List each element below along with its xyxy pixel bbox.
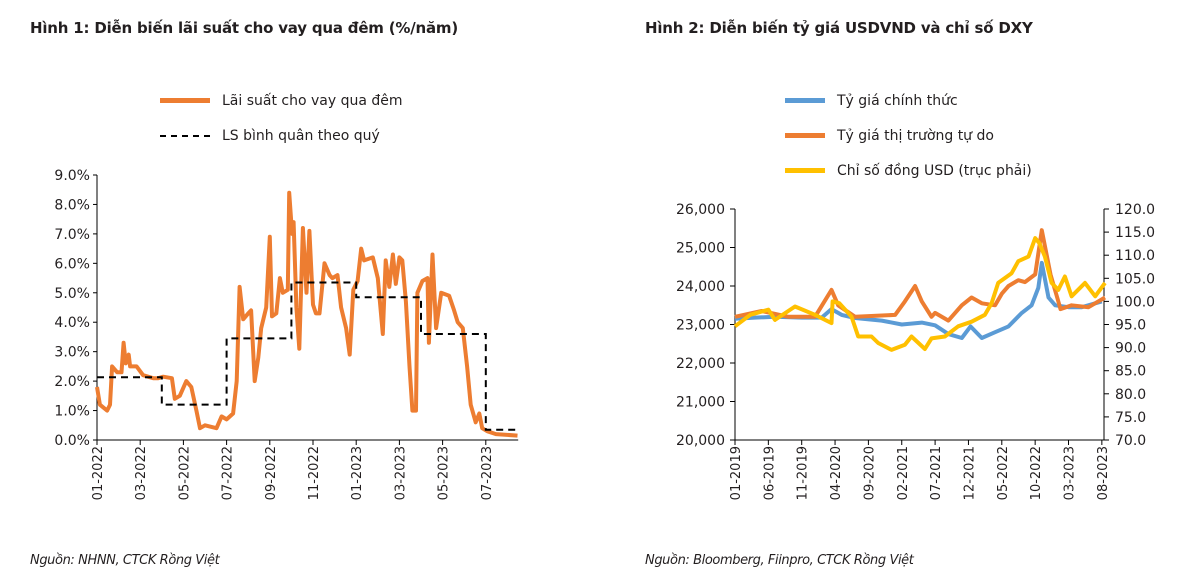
- y-tick-label: 4.0%: [54, 315, 90, 331]
- chart-overnight-rate: 0.0% 1.0% 2.0% 3.0% 4.0% 5.0% 6.0% 7.0% 8.0% 9.0%…: [54, 168, 519, 500]
- x-tick-label: 07-2021: [929, 446, 944, 500]
- x-tick-label: 05-2022: [996, 446, 1011, 500]
- y-tick-label-left: 26,000: [676, 202, 725, 218]
- x-tick-label: 06-2019: [762, 446, 777, 500]
- x-tick-label: 05-2022: [177, 446, 192, 500]
- legend-label: Tỷ giá chính thức: [837, 92, 958, 109]
- legend-label: LS bình quân theo quý: [222, 127, 380, 144]
- x-tick-label: 01-2022: [91, 446, 106, 500]
- y-tick-label: 3.0%: [54, 345, 90, 361]
- y-tick-label-left: 20,000: [676, 433, 725, 449]
- x-tick-label: 09-2022: [264, 446, 279, 500]
- figure2-source: Nguồn: Bloomberg, Fiinpro, CTCK Rồng Việ…: [645, 553, 914, 568]
- x-tick-label: 07-2023: [480, 446, 495, 500]
- y-tick-label-left: 24,000: [676, 279, 725, 295]
- x-tick-label: 03-2023: [393, 446, 408, 500]
- legend-swatch-orange: [785, 133, 825, 138]
- y-tick-label-right: 100.0: [1115, 294, 1155, 310]
- legend-swatch-blue: [785, 98, 825, 103]
- x-tick-label: 10-2022: [1029, 446, 1044, 500]
- x-tick-label: 01-2019: [729, 446, 744, 500]
- legend-item-official-rate: Tỷ giá chính thức: [785, 83, 1032, 118]
- series-line-free-market-rate: [734, 228, 1107, 323]
- x-tick-label: 08-2023: [1096, 446, 1111, 500]
- y-tick-label: 6.0%: [54, 256, 90, 272]
- x-tick-label: 12-2021: [962, 446, 977, 500]
- y-tick-label-right: 80.0: [1115, 387, 1146, 403]
- x-tick-label: 02-2021: [896, 446, 911, 500]
- x-tick-label: 04-2020: [829, 446, 844, 500]
- y-tick-label: 2.0%: [54, 374, 90, 390]
- y-tick-label-right: 85.0: [1115, 364, 1146, 380]
- y-tick-label: 0.0%: [54, 433, 90, 449]
- series-line-quarterly-average: [97, 281, 518, 431]
- series-line-official-rate: [734, 260, 1103, 340]
- y-tick-label-left: 25,000: [676, 241, 725, 257]
- legend-swatch-orange: [160, 98, 210, 103]
- x-tick-label: 05-2023: [437, 446, 452, 500]
- legend-label: Chỉ số đồng USD (trục phải): [837, 162, 1032, 179]
- x-tick-label: 09-2020: [862, 446, 877, 500]
- y-tick-label-right: 120.0: [1115, 202, 1155, 218]
- legend-label: Tỷ giá thị trường tự do: [837, 127, 994, 144]
- y-tick-label-right: 90.0: [1115, 341, 1146, 357]
- figure1-title: Hình 1: Diễn biến lãi suất cho vay qua đ…: [30, 19, 459, 37]
- y-tick-label: 8.0%: [54, 197, 90, 213]
- y-tick-label-left: 21,000: [676, 395, 725, 411]
- x-tick-label: 03-2023: [1063, 446, 1078, 500]
- x-tick-label: 11-2022: [307, 446, 322, 500]
- legend-swatch-dashed: [160, 134, 210, 137]
- legend-item-dxy: Chỉ số đồng USD (trục phải): [785, 153, 1032, 188]
- y-tick-label: 7.0%: [54, 227, 90, 243]
- y-tick-label-right: 95.0: [1115, 318, 1146, 334]
- figure1-legend: Lãi suất cho vay qua đêm LS bình quân th…: [160, 83, 403, 153]
- y-tick-label-right: 105.0: [1115, 271, 1155, 287]
- x-tick-label: 03-2022: [134, 446, 149, 500]
- legend-item-free-market-rate: Tỷ giá thị trường tự do: [785, 118, 1032, 153]
- legend-item-overnight-rate: Lãi suất cho vay qua đêm: [160, 83, 403, 118]
- y-tick-label-right: 70.0: [1115, 433, 1146, 449]
- legend-label: Lãi suất cho vay qua đêm: [222, 92, 403, 109]
- series-line-dxy: [733, 236, 1107, 352]
- x-tick-label: 01-2023: [350, 446, 365, 500]
- y-tick-label-right: 75.0: [1115, 410, 1146, 426]
- legend-swatch-yellow: [785, 168, 825, 173]
- x-tick-label: 11-2019: [796, 446, 811, 500]
- figure2-legend: Tỷ giá chính thức Tỷ giá thị trường tự d…: [785, 83, 1032, 188]
- y-tick-label-left: 22,000: [676, 356, 725, 372]
- x-tick-label: 07-2022: [221, 446, 236, 500]
- figure1-source: Nguồn: NHNN, CTCK Rồng Việt: [30, 553, 220, 568]
- y-tick-label: 5.0%: [54, 286, 90, 302]
- figure2-title: Hình 2: Diễn biến tỷ giá USDVND và chỉ s…: [645, 19, 1033, 37]
- y-tick-label-right: 115.0: [1115, 225, 1155, 241]
- y-tick-label: 1.0%: [54, 404, 90, 420]
- y-tick-label-right: 110.0: [1115, 248, 1155, 264]
- y-tick-label: 9.0%: [54, 168, 90, 184]
- legend-item-quarterly-average: LS bình quân theo quý: [160, 118, 403, 153]
- series-line-overnight-rate: [95, 190, 518, 438]
- y-tick-label-left: 23,000: [676, 318, 725, 334]
